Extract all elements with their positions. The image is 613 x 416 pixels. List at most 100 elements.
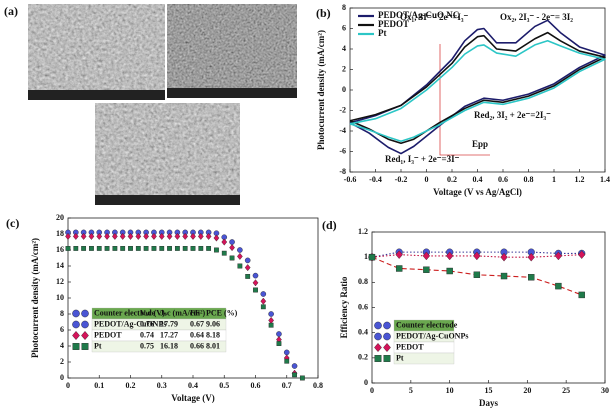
marker <box>81 309 89 318</box>
marker <box>555 282 562 290</box>
series-line <box>349 19 606 155</box>
x-tick-label: -0.6 <box>344 175 357 184</box>
y-tick-label: 4 <box>342 44 346 53</box>
marker <box>65 232 71 240</box>
table-header: PCE (%) <box>206 308 238 317</box>
marker <box>151 245 157 251</box>
marker <box>182 232 189 240</box>
marker <box>88 232 95 240</box>
marker <box>174 245 180 251</box>
inset-table: Counter electrode PEDOT/Ag-CuONPs PEDOT Pt <box>393 319 468 365</box>
table-header: Vₒc (V) <box>140 308 165 317</box>
marker <box>205 232 212 240</box>
table-cell: 8.01 <box>206 341 220 350</box>
marker <box>81 245 87 251</box>
marker <box>252 272 259 279</box>
x-tick-label: -0.2 <box>395 175 408 184</box>
x-tick-label: 0.8 <box>524 175 534 184</box>
marker <box>252 279 259 287</box>
y-tick-label: 1.2 <box>358 227 368 236</box>
marker <box>65 245 71 251</box>
marker <box>229 239 235 245</box>
table-cell: PEDOT <box>94 330 122 339</box>
marker <box>528 274 535 281</box>
x-tick-label: 1.4 <box>600 175 610 184</box>
marker <box>268 316 274 324</box>
table-cell: PEDOT/Ag-CuONPs <box>396 331 468 340</box>
marker <box>167 245 172 251</box>
x-axis-label: Voltage (V) <box>171 393 214 403</box>
marker <box>395 250 403 259</box>
marker <box>229 244 235 252</box>
x-tick-label: 0.4 <box>473 175 483 184</box>
table-cell: 0.64 <box>190 330 204 339</box>
y-tick-label: 2 <box>342 64 346 73</box>
marker <box>72 309 80 318</box>
x-tick-label: 0.1 <box>94 381 104 390</box>
marker <box>80 232 87 240</box>
marker <box>500 272 508 280</box>
y-tick-label: -6 <box>339 146 346 155</box>
marker <box>383 342 391 353</box>
marker <box>72 330 80 341</box>
table-cell: 9.06 <box>206 319 220 328</box>
x-tick-label: 0 <box>66 381 70 390</box>
marker <box>119 232 126 240</box>
marker <box>383 355 391 362</box>
marker <box>260 304 266 310</box>
marker <box>237 263 243 269</box>
marker <box>446 251 454 261</box>
marker <box>374 342 382 353</box>
marker <box>446 267 453 275</box>
table-cell: Pt <box>396 353 404 362</box>
table-cell: Pt <box>94 341 102 350</box>
sem-image <box>28 4 165 100</box>
marker <box>268 311 274 317</box>
series-line <box>349 40 606 143</box>
annotation: Ox₂, 2I₃⁻ - 2e⁻= 3I₂ <box>500 12 573 22</box>
table-cell: 8.18 <box>206 330 220 339</box>
sem-image <box>95 103 240 205</box>
y-tick-label: 12 <box>56 277 64 286</box>
marker <box>276 331 282 337</box>
legend-label: PEDOT/Ag-CuO NC <box>378 10 459 20</box>
table-cell: 0.76 <box>140 319 154 328</box>
table-header: FF <box>190 308 200 317</box>
marker <box>127 232 134 240</box>
panel-label: (d) <box>322 218 337 232</box>
x-tick-label: 0.6 <box>251 381 261 390</box>
x-tick-label: 0.3 <box>157 381 167 390</box>
panel-label: (b) <box>316 6 331 20</box>
y-tick-label: -8 <box>339 167 346 176</box>
y-axis-label: Photocurrent density (mA/cm²) <box>30 238 40 358</box>
marker <box>158 232 165 240</box>
marker <box>174 232 181 240</box>
x-tick-label: 0.6 <box>498 175 508 184</box>
marker <box>395 265 403 272</box>
table-cell: 0.66 <box>190 341 204 350</box>
marker <box>128 245 133 251</box>
marker <box>96 232 103 240</box>
y-tick-label: 16 <box>56 245 64 254</box>
y-axis-label: Efficiency Ratio <box>339 276 349 338</box>
marker <box>72 232 79 240</box>
marker <box>73 245 79 251</box>
y-tick-label: 0 <box>342 85 346 94</box>
marker <box>198 245 204 251</box>
marker <box>244 257 251 264</box>
marker <box>89 245 94 251</box>
marker <box>527 252 535 262</box>
marker <box>291 363 298 369</box>
table-cell: 16.18 <box>160 341 178 350</box>
marker <box>112 245 118 251</box>
marker <box>81 320 89 329</box>
marker <box>374 355 382 362</box>
y-tick-label: 0 <box>60 373 64 382</box>
plot-frame <box>67 217 319 379</box>
marker <box>292 372 297 378</box>
x-tick-label: 30 <box>601 386 609 395</box>
marker <box>299 375 305 381</box>
annotation: Red₁, I₃⁻ + 2e⁻=3I⁻ <box>385 154 460 164</box>
